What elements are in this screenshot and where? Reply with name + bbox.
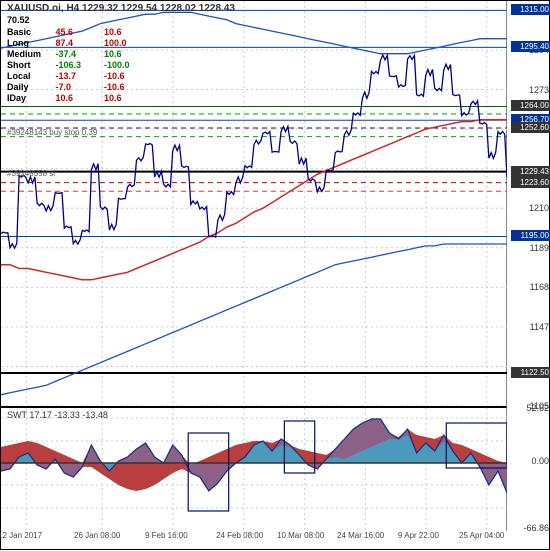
main-price-panel[interactable]: XAUUSD.oi, H4 1229.32 1229.54 1228.02 12…: [1, 1, 507, 406]
main-y-axis: 110511471168118912101252127312941315.001…: [507, 1, 550, 406]
oscillator-title: SWT 17.17 -13.33 -13.48: [7, 410, 108, 420]
oscillator-panel[interactable]: SWT 17.17 -13.33 -13.48: [1, 406, 507, 531]
oscillator-y-axis: 52.620.00-66.86: [507, 406, 550, 531]
chart-title: XAUUSD.oi, H4 1229.32 1229.54 1228.02 12…: [7, 3, 235, 14]
info-header: 70.52: [7, 15, 30, 25]
trading-chart-root: XAUUSD.oi, H4 1229.32 1229.54 1228.02 12…: [0, 0, 550, 550]
oscillator-svg: [1, 408, 507, 533]
time-axis: 12 Jan 201726 Jan 08:009 Feb 16:0024 Feb…: [1, 531, 550, 551]
